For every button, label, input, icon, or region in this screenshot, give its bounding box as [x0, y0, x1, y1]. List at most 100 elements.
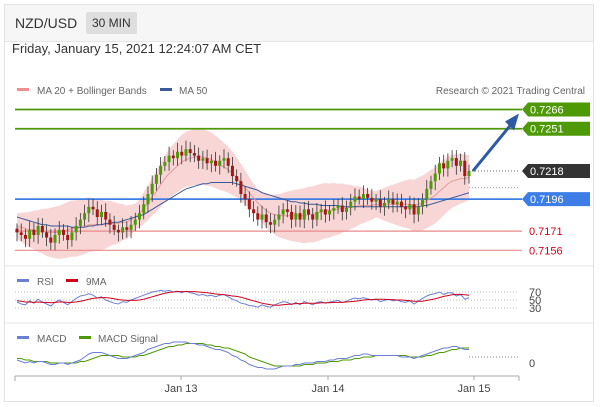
candle-body: [425, 188, 429, 200]
candle-body: [302, 209, 306, 220]
x-axis: Jan 13 Jan 14 Jan 15: [14, 375, 520, 395]
forecast-arrow-line: [471, 123, 513, 172]
candle-body: [133, 219, 137, 225]
candle-body: [446, 160, 450, 169]
candle-body: [277, 214, 281, 220]
candle-body: [268, 222, 272, 225]
candle-body: [395, 201, 399, 205]
candle-body: [192, 153, 196, 156]
rsi-line: [16, 289, 470, 308]
candle-body: [463, 160, 467, 177]
candle-body: [387, 199, 391, 203]
candle-body: [218, 160, 222, 166]
ma50-line: [16, 182, 470, 228]
level-label-resistance: 0.7251: [530, 124, 564, 136]
candle-body: [311, 214, 315, 220]
candle-body: [23, 234, 27, 239]
candle-body: [353, 196, 357, 202]
candle-body: [125, 227, 129, 230]
candle-body: [247, 199, 251, 210]
candle-body: [61, 229, 65, 235]
candle-body: [138, 213, 142, 220]
candle-body: [214, 160, 218, 166]
candle-body: [83, 213, 87, 220]
currency-pair: NZD/USD: [15, 15, 78, 31]
candle-body: [40, 226, 44, 233]
candle-body: [340, 205, 344, 212]
candle-body: [146, 194, 150, 205]
candle-body: [78, 219, 82, 226]
candle-body: [273, 219, 277, 225]
candle-body: [15, 228, 19, 233]
candle-body: [391, 199, 395, 205]
candle-body: [285, 209, 289, 212]
level-label-support: 0.7156: [529, 245, 563, 257]
candle-body: [416, 206, 420, 215]
candle-body: [467, 170, 471, 177]
candle-body: [108, 219, 112, 225]
candle-body: [53, 234, 57, 243]
macd-line: [16, 341, 469, 370]
candle-body: [180, 151, 184, 156]
candle-body: [378, 199, 382, 207]
macd-signal-line: [17, 343, 469, 367]
candle-body: [49, 237, 53, 243]
candle-body: [45, 232, 49, 238]
candle-body: [437, 163, 441, 174]
candle-body: [349, 201, 353, 209]
candle-body: [290, 211, 294, 220]
candle-body: [459, 160, 463, 166]
level-tag-pivot: [522, 192, 590, 207]
candle-body: [32, 229, 36, 235]
legend-swatch-ma50: [160, 88, 172, 91]
candle-body: [154, 174, 158, 184]
candle-body: [412, 204, 416, 215]
candle-body: [336, 205, 340, 209]
legend-9ma: 9MA: [86, 277, 107, 288]
candle-body: [243, 194, 247, 200]
candle-body: [239, 181, 243, 194]
level-tag-resistance: [522, 102, 590, 117]
legend-swatch-rsi: [17, 279, 29, 282]
macd-tick-label: 0: [529, 358, 535, 370]
level-tag-current: [522, 163, 590, 178]
candle-body: [159, 165, 163, 175]
x-tick-label: Jan 14: [311, 383, 344, 395]
candle-body: [197, 155, 201, 161]
level-label-pivot: 0.7196: [530, 194, 564, 206]
legend-ma20: MA 20 + Bollinger Bands: [37, 86, 147, 97]
price-panel: 0.7266 0.7251 0.7218 0.7196 0.7171 0.7156: [15, 102, 590, 259]
level-tag-resistance: [522, 121, 590, 136]
candle-body: [319, 209, 323, 212]
rsi-tick-label: 70: [529, 287, 541, 299]
candle-body: [454, 158, 458, 166]
candle-body: [442, 163, 446, 169]
legend-swatch-macd-signal: [79, 336, 91, 339]
candle-body: [70, 232, 74, 241]
candle-body: [163, 162, 167, 166]
candle-body: [112, 224, 116, 230]
candle-body: [171, 155, 175, 159]
candle-body: [19, 232, 23, 235]
timeframe-badge[interactable]: 30 MIN: [86, 12, 137, 34]
candle-body: [328, 210, 332, 215]
bollinger-band: [17, 128, 469, 259]
candle-body: [95, 209, 99, 218]
candle-body: [408, 204, 412, 210]
candle-body: [150, 183, 154, 194]
candle-body: [87, 206, 91, 214]
level-label-current: 0.7218: [530, 166, 564, 178]
candle-body: [433, 173, 437, 182]
legend-ma50: MA 50: [179, 86, 208, 97]
candle-body: [315, 211, 319, 220]
candle-body: [374, 199, 378, 202]
candle-body: [281, 209, 285, 215]
candle-body: [450, 158, 454, 161]
candle-body: [99, 211, 103, 218]
rsi-tick-label: 50: [529, 295, 541, 307]
candle-body: [383, 202, 387, 207]
candle-body: [399, 201, 403, 207]
candle-body: [235, 176, 239, 182]
